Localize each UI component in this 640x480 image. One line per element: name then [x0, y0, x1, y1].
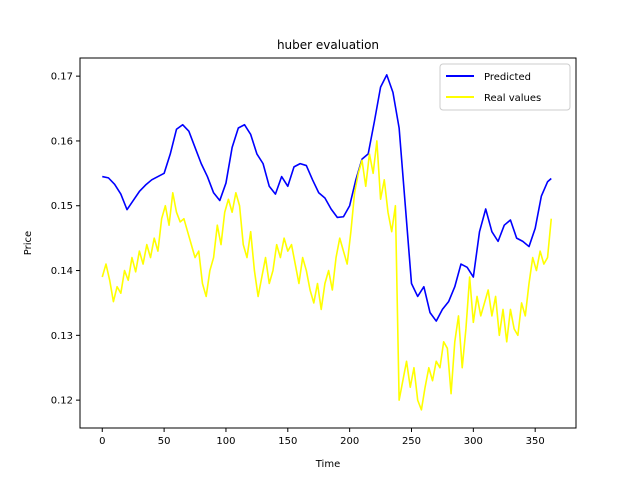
series-line-predicted	[102, 74, 552, 322]
legend: Predicted Real values	[439, 63, 571, 111]
y-tick-label: 0.17	[51, 72, 73, 83]
x-tick-label: 150	[278, 436, 297, 447]
y-axis: 0.12 0.13 0.14 0.15 0.16 0.17	[51, 72, 80, 407]
x-tick-label: 100	[216, 436, 235, 447]
x-tick-label: 350	[526, 436, 545, 447]
y-tick-label: 0.16	[51, 136, 73, 147]
plot-area	[80, 58, 576, 428]
y-tick-label: 0.13	[51, 331, 73, 342]
x-axis-label: Time	[315, 459, 340, 470]
legend-label-predicted: Predicted	[484, 72, 531, 83]
x-axis: 0 50 100 150 200 250 300 350	[99, 428, 545, 447]
x-tick-label: 0	[99, 436, 105, 447]
series-layer	[101, 74, 553, 411]
plot-frame	[79, 57, 577, 429]
y-axis-label: Price	[23, 231, 34, 255]
legend-label-real-values: Real values	[484, 93, 541, 104]
y-tick-label: 0.14	[51, 266, 73, 277]
x-tick-label: 200	[340, 436, 359, 447]
x-tick-label: 250	[402, 436, 421, 447]
series-line-real-values	[101, 140, 553, 411]
x-tick-label: 50	[158, 436, 171, 447]
x-tick-label: 300	[464, 436, 483, 447]
y-tick-label: 0.15	[51, 201, 73, 212]
y-tick-label: 0.12	[51, 396, 73, 407]
chart-title: huber evaluation	[277, 38, 379, 52]
